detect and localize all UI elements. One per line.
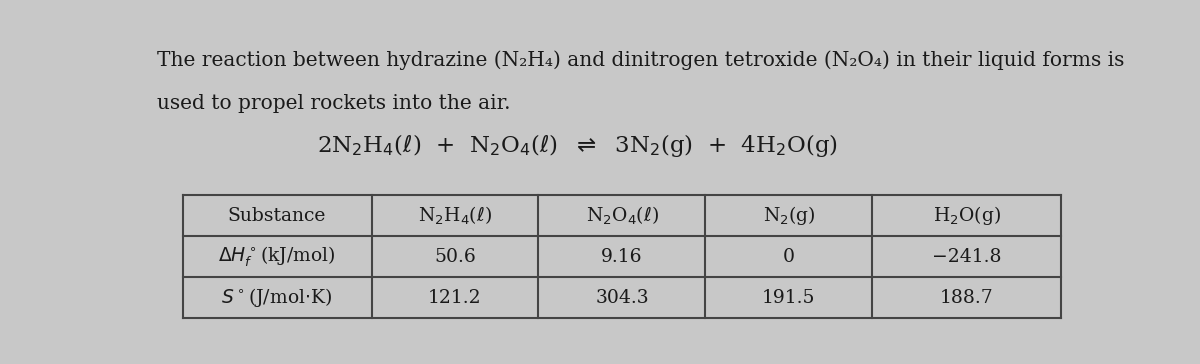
Text: N$_2$O$_4$($\ell$): N$_2$O$_4$($\ell$)	[586, 205, 659, 227]
Text: $\Delta H^\circ_f$(kJ/mol): $\Delta H^\circ_f$(kJ/mol)	[218, 245, 336, 269]
Text: Substance: Substance	[228, 207, 326, 225]
Text: 121.2: 121.2	[428, 289, 482, 307]
Text: $S^\circ$(J/mol$\cdot$K): $S^\circ$(J/mol$\cdot$K)	[222, 286, 332, 309]
Text: 188.7: 188.7	[940, 289, 994, 307]
Text: N$_2$H$_4$($\ell$): N$_2$H$_4$($\ell$)	[418, 205, 492, 227]
Text: −241.8: −241.8	[932, 248, 1002, 266]
Text: N$_2$(g): N$_2$(g)	[763, 204, 815, 227]
Text: used to propel rockets into the air.: used to propel rockets into the air.	[157, 94, 511, 113]
Text: 50.6: 50.6	[434, 248, 476, 266]
Text: 2N$_2$H$_4$($\ell$)  +  N$_2$O$_4$($\ell$)  $\rightleftharpoons$  3N$_2$(g)  +  : 2N$_2$H$_4$($\ell$) + N$_2$O$_4$($\ell$)…	[317, 132, 839, 159]
Text: 191.5: 191.5	[762, 289, 816, 307]
Text: 9.16: 9.16	[601, 248, 643, 266]
Text: 304.3: 304.3	[595, 289, 649, 307]
Text: 0: 0	[782, 248, 794, 266]
Text: H$_2$O(g): H$_2$O(g)	[932, 204, 1001, 227]
Text: The reaction between hydrazine (N₂H₄) and dinitrogen tetroxide (N₂O₄) in their l: The reaction between hydrazine (N₂H₄) an…	[157, 51, 1124, 70]
